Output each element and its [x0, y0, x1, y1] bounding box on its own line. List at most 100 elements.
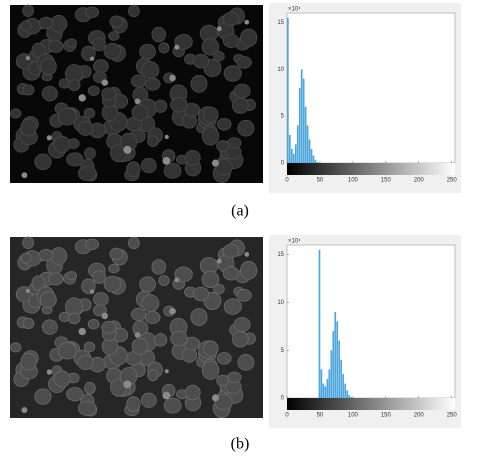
y-tick-label: 10: [277, 67, 284, 73]
bright-spot: [101, 79, 109, 86]
cell: [233, 83, 251, 99]
bright-spot: [89, 56, 95, 61]
cell: [38, 16, 54, 30]
bright-spot: [25, 56, 30, 61]
cell: [39, 58, 57, 76]
bar: [304, 106, 307, 163]
bright-spot: [174, 44, 180, 50]
x-tick-label: 150: [381, 178, 392, 184]
cell: [20, 352, 37, 371]
x-tick-label: 200: [414, 413, 425, 419]
bar: [340, 359, 343, 398]
cell: [77, 165, 97, 181]
cell: [130, 307, 147, 322]
cell: [66, 387, 84, 402]
cell: [38, 248, 54, 262]
cell: [139, 43, 156, 60]
bar: [346, 390, 348, 398]
bar: [326, 378, 329, 398]
bar: [338, 340, 341, 398]
cell: [213, 283, 225, 295]
cell: [184, 150, 201, 166]
cell: [163, 397, 182, 414]
bright-spot: [123, 145, 132, 154]
cell: [22, 84, 35, 96]
cell: [174, 34, 193, 50]
bright-spot: [244, 252, 250, 257]
bar: [324, 386, 327, 398]
bar: [306, 125, 309, 163]
cell: [236, 56, 252, 69]
cell: [158, 275, 170, 287]
cell: [201, 360, 220, 380]
bar: [300, 69, 303, 163]
cell: [151, 259, 166, 275]
cell: [20, 118, 37, 137]
y-tick-label: 10: [277, 300, 284, 306]
bar: [298, 88, 301, 163]
cell: [192, 53, 210, 69]
cell: [163, 162, 182, 179]
cell: [41, 85, 58, 102]
cell: [39, 291, 57, 309]
cell: [144, 310, 161, 324]
bar: [290, 148, 293, 163]
cell: [31, 275, 46, 291]
y-tick-label: 15: [277, 20, 284, 26]
x-tick-label: 50: [317, 413, 324, 419]
cell: [126, 396, 141, 412]
y-tick-label: 5: [281, 348, 285, 354]
cell: [87, 319, 100, 330]
x-tick-label: 200: [414, 178, 425, 184]
bright-spot: [21, 172, 28, 179]
cell: [34, 388, 52, 405]
bright-spot: [164, 134, 169, 139]
cell: [92, 37, 107, 52]
bar: [312, 155, 315, 163]
cell: [190, 74, 208, 93]
bar: [332, 331, 335, 398]
cell: [214, 159, 233, 176]
cell: [53, 135, 71, 153]
cell: [101, 87, 117, 101]
bright-spot: [162, 156, 171, 165]
bar: [288, 134, 291, 163]
cell: [84, 238, 100, 251]
cell: [84, 147, 96, 160]
cell: [84, 6, 100, 19]
bar: [350, 397, 352, 398]
bright-spot: [169, 307, 176, 315]
cell: [132, 86, 149, 103]
bar: [316, 162, 319, 163]
cell: [147, 135, 159, 147]
bright-spot: [162, 391, 171, 400]
cell: [83, 107, 96, 119]
cell: [237, 354, 255, 371]
cell: [9, 342, 22, 353]
y-exponent: ×10⁴: [288, 6, 301, 13]
cell: [20, 20, 32, 32]
cell: [57, 342, 77, 360]
x-tick-label: 0: [285, 178, 289, 184]
bar: [310, 148, 313, 163]
bright-spot: [211, 394, 220, 402]
bright-spot: [78, 94, 86, 102]
cell: [93, 59, 109, 74]
x-tick-label: 250: [447, 413, 458, 419]
bright-spot: [25, 288, 30, 294]
cell: [139, 276, 156, 293]
cell: [192, 286, 210, 302]
cell: [144, 77, 161, 91]
cell: [190, 308, 208, 327]
cell: [201, 38, 220, 56]
bar: [294, 144, 297, 163]
x-tick-label: 100: [348, 413, 359, 419]
bar: [330, 350, 333, 398]
bar: [308, 139, 311, 163]
cell: [130, 74, 147, 88]
cell: [151, 26, 166, 43]
cell: [213, 51, 225, 62]
cell: [141, 61, 160, 79]
cell: [233, 317, 251, 332]
